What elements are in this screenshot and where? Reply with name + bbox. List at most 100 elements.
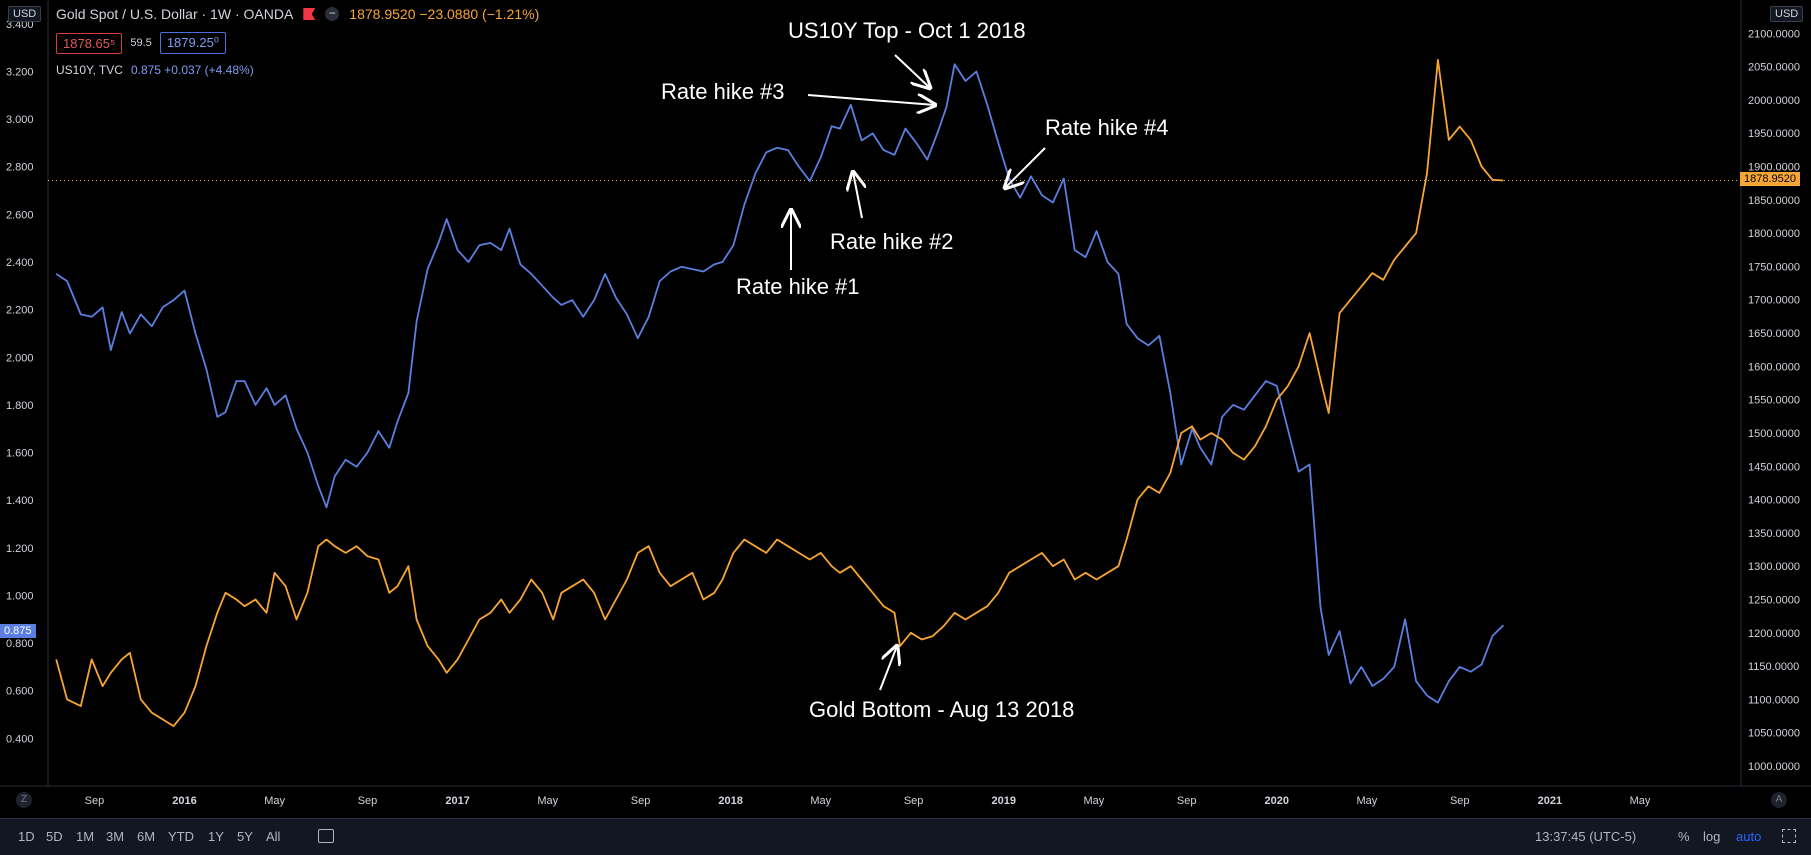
collapse-icon[interactable]: − [325,7,340,21]
arrow-hike4 [1005,147,1046,188]
annotation-gold-bottom: Gold Bottom - Aug 13 2018 [809,697,1075,722]
right-tick-label: 1700.0000 [1748,295,1800,307]
left-tick-label: 3.000 [6,114,34,126]
x-tick-label: Sep [358,795,378,807]
us10y-series-line [55,63,1505,704]
right-tick-label: 1650.0000 [1748,328,1800,340]
arrow-gold-bottom [879,646,897,691]
x-tick-label: 2016 [172,795,196,807]
auto-scale-button[interactable]: A [1771,792,1787,808]
x-tick-label: Sep [904,795,924,807]
left-tick-label: 1.400 [6,495,34,507]
us10y-readout: 0.875 +0.037 (+4.48%) [130,63,254,77]
sell-price-button[interactable]: 1878.65⁵ [56,32,123,54]
gold-last-price-tag: 1878.9520 [1740,172,1800,186]
right-tick-label: 1300.0000 [1748,561,1800,573]
symbol-title[interactable]: Gold Spot / U.S. Dollar · 1W · OANDA [56,6,294,22]
gold-series-line [55,59,1504,727]
log-scale-toggle[interactable]: log [1703,829,1721,844]
left-tick-label: 1.000 [6,590,34,602]
x-tick-label: 2017 [445,795,469,807]
arrow-hike3 [807,95,935,105]
right-tick-label: 1050.0000 [1748,728,1800,740]
percent-scale-toggle[interactable]: % [1678,829,1690,844]
symbol-header: Gold Spot / U.S. Dollar · 1W · OANDA − 1… [56,6,539,22]
timeframe-1m[interactable]: 1M [76,829,95,844]
spread-value: 59.5 [130,37,152,49]
x-tick-label: 2021 [1538,795,1562,807]
annotation-rate-hike-2: Rate hike #2 [830,229,954,254]
auto-scale-toggle[interactable]: auto [1736,829,1762,844]
left-tick-label: 2.200 [6,305,34,317]
timeframe-1y[interactable]: 1Y [208,829,224,844]
bid-ask-row: 1878.65⁵ 59.5 1879.25⁰ [56,32,227,54]
x-tick-label: May [810,795,831,807]
left-tick-label: 3.200 [6,66,34,78]
x-tick-label: May [1357,795,1378,807]
timeframe-5y[interactable]: 5Y [237,829,253,844]
x-tick-label: 2018 [718,795,742,807]
calendar-icon[interactable] [318,829,334,843]
left-tick-label: 1.200 [6,543,34,555]
x-tick-label: 2020 [1265,795,1289,807]
left-tick-label: 2.000 [6,352,34,364]
right-tick-label: 2050.0000 [1748,62,1800,74]
right-axis-currency-button[interactable]: USD [1770,6,1804,22]
timeframe-ytd[interactable]: YTD [168,829,194,844]
right-tick-label: 1850.0000 [1748,195,1800,207]
right-tick-label: 1500.0000 [1748,428,1800,440]
x-tick-label: Sep [631,795,651,807]
timeframe-6m[interactable]: 6M [137,829,156,844]
zoom-reset-button[interactable]: Z [16,792,32,808]
right-tick-label: 1250.0000 [1748,594,1800,606]
left-tick-label: 0.800 [6,638,34,650]
right-tick-label: 1750.0000 [1748,261,1800,273]
us10y-last-price-tag: 0.875 [0,624,36,638]
right-tick-label: 1350.0000 [1748,528,1800,540]
left-tick-label: 0.400 [6,733,34,745]
x-tick-label: May [1083,795,1104,807]
right-tick-label: 1800.0000 [1748,228,1800,240]
timeframe-5d[interactable]: 5D [46,829,63,844]
annotation-rate-hike-1: Rate hike #1 [736,274,860,299]
x-tick-label: Sep [1450,795,1470,807]
flag-icon[interactable] [303,8,316,20]
x-tick-label: May [537,795,558,807]
left-tick-label: 1.800 [6,400,34,412]
right-tick-label: 1600.0000 [1748,361,1800,373]
timeframe-1d[interactable]: 1D [18,829,35,844]
left-axis-currency-button[interactable]: USD [8,6,42,22]
gold-price-readout: 1878.9520 −23.0880 (−1.21%) [349,6,540,22]
arrow-us10y-top [894,54,930,88]
annotation-rate-hike-3: Rate hike #3 [661,79,785,104]
arrow-hike2 [853,172,862,219]
right-tick-label: 1000.0000 [1748,761,1800,773]
right-tick-label: 1450.0000 [1748,461,1800,473]
timeframe-all[interactable]: All [266,829,281,844]
right-tick-label: 1950.0000 [1748,128,1800,140]
right-tick-label: 1400.0000 [1748,495,1800,507]
x-tick-label: Sep [1177,795,1197,807]
clock-readout[interactable]: 13:37:45 (UTC-5) [1535,829,1637,844]
right-tick-label: 2000.0000 [1748,95,1800,107]
right-tick-label: 1150.0000 [1748,661,1799,673]
timeframe-3m[interactable]: 3M [106,829,125,844]
us10y-legend[interactable]: US10Y, TVC 0.875 +0.037 (+4.48%) [56,63,254,77]
x-tick-label: May [1630,795,1651,807]
right-tick-label: 1900.0000 [1748,162,1800,174]
x-tick-label: 2019 [991,795,1015,807]
right-tick-label: 1550.0000 [1748,395,1800,407]
annotation-rate-hike-4: Rate hike #4 [1045,115,1169,140]
buy-price-button[interactable]: 1879.25⁰ [159,32,227,54]
left-tick-label: 2.800 [6,162,34,174]
left-tick-label: 2.400 [6,257,34,269]
us10y-name: US10Y, TVC [56,63,123,77]
right-tick-label: 2100.0000 [1748,28,1800,40]
fullscreen-icon[interactable] [1782,829,1796,843]
right-tick-label: 1100.0000 [1748,694,1799,706]
right-tick-label: 1200.0000 [1748,628,1800,640]
left-tick-label: 2.600 [6,209,34,221]
x-tick-label: Sep [85,795,105,807]
x-tick-label: May [264,795,285,807]
